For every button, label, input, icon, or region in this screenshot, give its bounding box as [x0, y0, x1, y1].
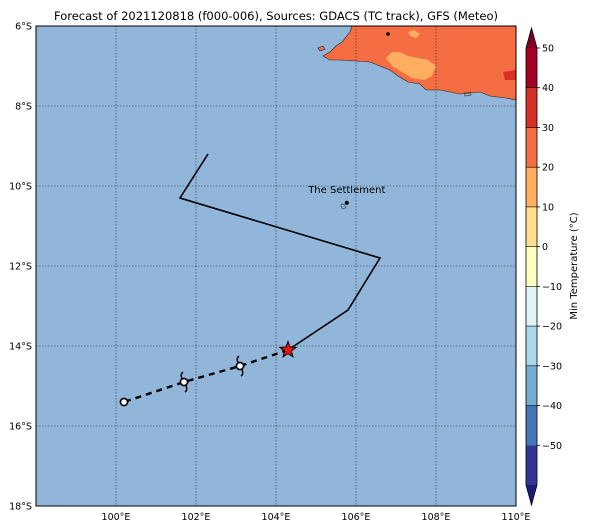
- latitude-tick-label: 18°S: [9, 502, 32, 513]
- latitude-tick-label: 16°S: [9, 422, 32, 433]
- latitude-tick-label: 8°S: [15, 102, 32, 113]
- colorbar-segment: [526, 365, 537, 406]
- forecast-symbols: [119, 355, 245, 407]
- cyclone-track: [119, 153, 382, 407]
- colorbar-tick-label: −20: [542, 322, 562, 333]
- colorbar-segment: [526, 445, 537, 486]
- the-settlement-label: The Settlement: [307, 185, 385, 196]
- colorbar-segment: [526, 127, 537, 168]
- latitude-tick-label: 6°S: [15, 22, 32, 33]
- colorbar-over-arrow: [526, 28, 537, 48]
- colorbar-tick-label: 30: [542, 123, 554, 134]
- map-area: The Settlement: [35, 25, 517, 507]
- colorbar-tick-label: 10: [542, 202, 554, 213]
- longitude-tick-label: 110°E: [502, 512, 531, 523]
- current-position-star-icon: [278, 340, 298, 359]
- colorbar-segment: [526, 87, 537, 128]
- longitude-tick-labels: 100°E 102°E 104°E 106°E 108°E 110°E: [102, 512, 531, 523]
- cyclone-symbol-icon: [179, 371, 189, 393]
- longitude-tick-label: 108°E: [422, 512, 451, 523]
- past-track-line: [178, 153, 382, 351]
- city-dot: [386, 32, 390, 36]
- forecast-track-line: [123, 348, 289, 404]
- colorbar-segment: [526, 405, 537, 446]
- colorbar-segment: [526, 246, 537, 287]
- small-island: [317, 45, 326, 52]
- colorbar-tick-label: −50: [542, 441, 562, 452]
- latitude-tick-labels: 6°S 8°S 10°S 12°S 14°S 16°S 18°S: [9, 22, 32, 513]
- warm-temperature-zone-small: [408, 30, 420, 38]
- figure-title: Forecast of 2021120818 (f000-006), Sourc…: [54, 9, 498, 23]
- longitude-tick-label: 104°E: [262, 512, 291, 523]
- colorbar-segment: [526, 48, 537, 89]
- hot-temperature-zone: [503, 70, 516, 80]
- the-settlement-marker: [344, 200, 349, 205]
- longitude-tick-label: 102°E: [182, 512, 211, 523]
- colorbar-label: Min Temperature (°C): [569, 212, 580, 319]
- small-island: [463, 91, 472, 97]
- latitude-tick-label: 10°S: [9, 182, 32, 193]
- colorbar-tick-label: 0: [542, 242, 548, 253]
- latitude-tick-label: 12°S: [9, 262, 32, 273]
- colorbar-under-arrow: [526, 485, 537, 505]
- colorbar-tick-label: −30: [542, 361, 562, 372]
- longitude-tick-label: 100°E: [102, 512, 131, 523]
- colorbar-tick-label: 40: [542, 83, 554, 94]
- map-frame: [35, 25, 517, 507]
- forecast-point-circle-icon: [119, 397, 129, 407]
- colorbar: 50 40 30 20 10 0 −10 −20 −30 −40 −50: [525, 26, 562, 507]
- colorbar-tick-label: −10: [542, 282, 562, 293]
- colorbar-segment: [526, 286, 537, 327]
- colorbar-tick-label: 20: [542, 163, 554, 174]
- colorbar-segment: [526, 206, 537, 247]
- christmas-island-outline: [340, 203, 347, 210]
- colorbar-segment: [526, 167, 537, 208]
- colorbar-tick-label: 50: [542, 44, 554, 55]
- warm-temperature-zone: [386, 52, 436, 80]
- colorbar-segment: [526, 326, 537, 367]
- latitude-tick-label: 14°S: [9, 342, 32, 353]
- places: The Settlement: [307, 185, 385, 210]
- longitude-tick-label: 106°E: [342, 512, 371, 523]
- colorbar-tick-label: −40: [542, 401, 562, 412]
- java-land: [317, 25, 517, 101]
- cyclone-symbol-icon: [235, 355, 245, 377]
